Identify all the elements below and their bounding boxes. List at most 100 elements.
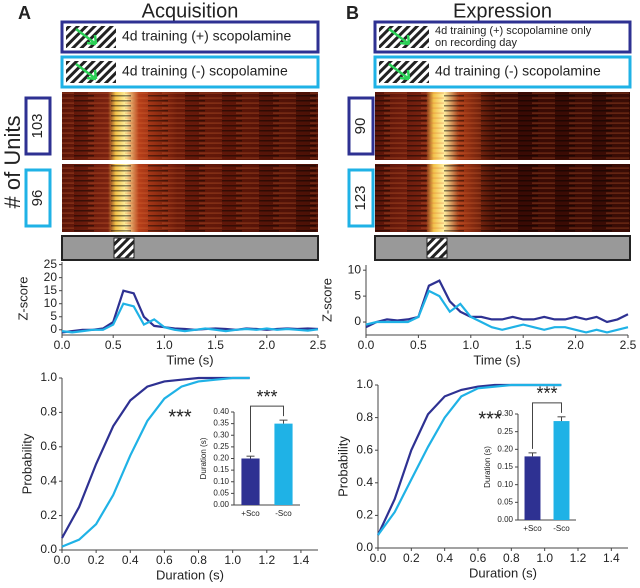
y-axis-label: Probability xyxy=(19,433,34,494)
y-tick-label: 0.6 xyxy=(40,439,57,453)
y-tick-label: 5 xyxy=(354,288,361,302)
bar xyxy=(524,456,541,520)
x-tick-label: +Sco xyxy=(523,524,542,533)
unit-box xyxy=(347,168,375,228)
series-line xyxy=(365,289,629,334)
heatmap-texture xyxy=(62,164,318,232)
y-tick-label: 0.6 xyxy=(356,442,373,456)
y-tick-label: 0.15 xyxy=(497,462,513,471)
y-tick-label: 0.25 xyxy=(497,427,513,436)
arrow-icon xyxy=(388,28,411,46)
y-tick-label: 5 xyxy=(50,309,57,323)
legend-text: 4d training (-) scopolamine xyxy=(435,63,601,79)
bar xyxy=(241,458,260,505)
arrow-icon xyxy=(75,28,98,46)
y-tick-label: 0.35 xyxy=(213,419,229,428)
x-tick-label: 2.0 xyxy=(567,338,584,352)
y-tick-label: 0.00 xyxy=(497,515,513,524)
y-tick-label: 0.4 xyxy=(40,473,57,487)
arrow-icon xyxy=(388,63,411,81)
x-axis-label: Duration (s) xyxy=(156,567,224,582)
x-tick-label: 0.0 xyxy=(370,551,387,565)
significance: *** xyxy=(256,387,277,407)
y-axis-label: Z-score xyxy=(15,276,30,320)
y-tick-label: 0.8 xyxy=(356,410,373,424)
x-tick-label: 1.0 xyxy=(156,338,173,352)
y-tick-label: 10 xyxy=(44,296,58,310)
legend-text: 4d training (+) scopolamine xyxy=(122,28,291,44)
series-line xyxy=(365,279,629,329)
x-tick-label: 0.8 xyxy=(503,551,520,565)
significance-bracket xyxy=(532,402,562,449)
y-tick-label: 0.40 xyxy=(213,407,229,416)
panel-label: B xyxy=(346,3,359,23)
x-tick-label: 0.5 xyxy=(105,338,122,352)
series-line xyxy=(61,289,319,334)
x-tick-label: 0.6 xyxy=(156,553,173,567)
x-tick-label: -Sco xyxy=(275,509,292,518)
x-tick-label: 0.4 xyxy=(436,551,453,565)
y-axis-label: Duration (s) xyxy=(199,437,208,479)
unit-box xyxy=(24,96,52,156)
bar xyxy=(274,423,293,505)
x-axis-label: Time (s) xyxy=(473,352,520,367)
y-tick-label: 0.0 xyxy=(356,540,373,554)
unit-box xyxy=(347,96,375,156)
legend-text: on recording day xyxy=(435,37,517,49)
units-axis-label: # of Units xyxy=(0,116,25,209)
stimulus-window xyxy=(113,237,135,259)
y-tick-label: 0.20 xyxy=(213,454,229,463)
panel-title: Acquisition xyxy=(142,0,239,22)
y-tick-label: 1.0 xyxy=(356,377,373,391)
y-tick-label: 0.30 xyxy=(213,430,229,439)
y-tick-label: 0.25 xyxy=(213,442,229,451)
y-tick-label: 0.2 xyxy=(356,508,373,522)
x-tick-label: 0.0 xyxy=(54,338,71,352)
y-tick-label: 0.2 xyxy=(40,508,57,522)
stimulus-window xyxy=(426,237,448,259)
x-tick-label: 0.5 xyxy=(410,338,427,352)
x-tick-label: 1.0 xyxy=(536,551,553,565)
x-tick-label: 1.5 xyxy=(515,338,532,352)
heatmap-texture xyxy=(375,164,630,232)
legend-text: 4d training (-) scopolamine xyxy=(122,63,288,79)
arrow-icon xyxy=(75,63,98,81)
x-axis-label: Duration (s) xyxy=(469,565,537,580)
x-tick-label: 1.5 xyxy=(207,338,224,352)
heatmap-texture xyxy=(62,92,318,160)
stimulus-bar xyxy=(61,235,319,261)
y-tick-label: 0.10 xyxy=(213,477,229,486)
panel-title: Expression xyxy=(453,0,552,22)
x-tick-label: 1.0 xyxy=(462,338,479,352)
y-tick-label: 0.30 xyxy=(497,409,513,418)
x-axis-label: Time (s) xyxy=(166,352,213,367)
x-tick-label: 1.2 xyxy=(570,551,587,565)
x-tick-label: 0.0 xyxy=(54,553,71,567)
x-tick-label: +Sco xyxy=(241,509,260,518)
x-tick-label: 0.4 xyxy=(122,553,139,567)
series-line xyxy=(61,302,319,334)
significance-bracket xyxy=(250,405,284,453)
y-tick-label: 0 xyxy=(50,322,57,336)
unit-count: 96 xyxy=(29,190,46,207)
unit-box xyxy=(24,168,52,228)
significance: *** xyxy=(536,384,557,404)
x-tick-label: 2.5 xyxy=(620,338,637,352)
y-axis-label: Z-score xyxy=(319,278,334,322)
unit-count: 123 xyxy=(352,185,369,210)
y-tick-label: 0.20 xyxy=(497,444,513,453)
x-tick-label: 0.8 xyxy=(190,553,207,567)
y-tick-label: 0 xyxy=(354,314,361,328)
y-axis-label: Probability xyxy=(335,436,350,497)
x-tick-label: 1.4 xyxy=(293,553,310,567)
x-tick-label: 0.2 xyxy=(88,553,105,567)
y-tick-label: 0.10 xyxy=(497,480,513,489)
series-line xyxy=(61,376,250,548)
unit-count: 103 xyxy=(29,113,46,138)
legend-text: 4d training (+) scopolamine only xyxy=(435,25,592,37)
y-tick-label: 0.00 xyxy=(213,500,229,509)
y-axis-label: Duration (s) xyxy=(483,446,492,488)
x-tick-label: 2.5 xyxy=(310,338,327,352)
unit-count: 90 xyxy=(352,118,369,135)
y-tick-label: 10 xyxy=(348,262,362,276)
